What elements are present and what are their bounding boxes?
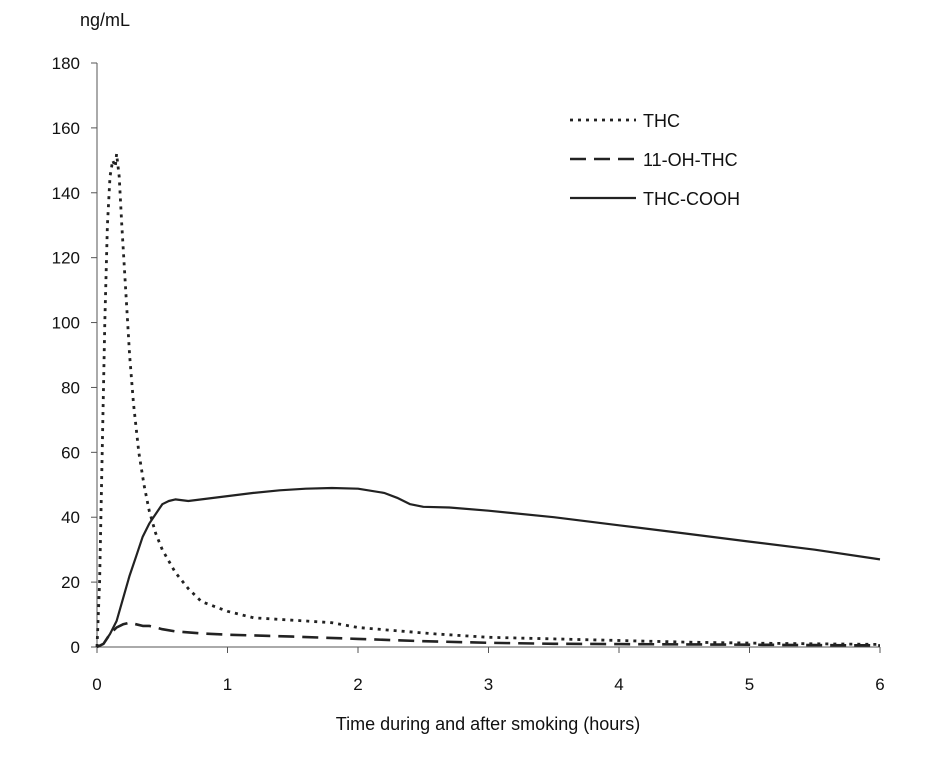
- y-axis-title: ng/mL: [80, 10, 130, 30]
- y-tick-label: 40: [61, 508, 80, 527]
- y-tick-label: 60: [61, 443, 80, 462]
- y-tick-label: 120: [52, 249, 80, 268]
- series-line-thc: [95, 152, 881, 648]
- y-axis: 0 20 40 60 80 100 120 140 160 180: [52, 54, 98, 657]
- x-tick-label: 0: [92, 675, 101, 694]
- y-tick-label: 20: [61, 573, 80, 592]
- x-tick-label: 4: [614, 675, 623, 694]
- series-line-11-oh-thc: [96, 621, 881, 649]
- y-tick-label: 100: [52, 314, 80, 333]
- series-line-thc-cooh: [96, 486, 881, 648]
- x-axis: 0 1 2 3 4 5 6: [92, 646, 885, 694]
- y-tick-label: 0: [71, 638, 80, 657]
- x-tick-label: 3: [484, 675, 493, 694]
- x-tick-label: 6: [875, 675, 884, 694]
- legend: THC 11-OH-THC THC-COOH: [570, 111, 740, 209]
- legend-label: THC-COOH: [643, 189, 740, 209]
- y-tick-label: 180: [52, 54, 80, 73]
- x-tick-label: 2: [353, 675, 362, 694]
- x-tick-label: 5: [745, 675, 754, 694]
- legend-label: THC: [643, 111, 680, 131]
- x-axis-title: Time during and after smoking (hours): [336, 714, 640, 734]
- y-tick-label: 140: [52, 184, 80, 203]
- series-group: [95, 152, 881, 649]
- y-tick-label: 80: [61, 378, 80, 397]
- x-tick-label: 1: [223, 675, 232, 694]
- legend-label: 11-OH-THC: [643, 150, 738, 170]
- y-tick-label: 160: [52, 119, 80, 138]
